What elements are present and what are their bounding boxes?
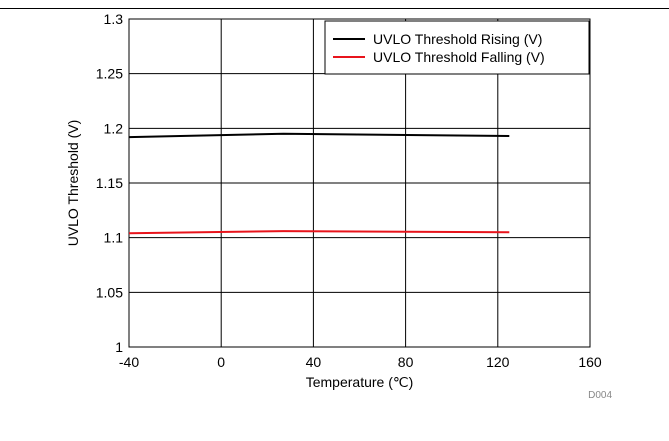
y-tick-label: 1.05 [96, 284, 123, 300]
series-line-rising [128, 132, 510, 139]
y-tick-labels: 1 1.05 1.1 1.15 1.2 1.25 1.3 [96, 11, 123, 355]
x-tick-label: 40 [306, 354, 322, 370]
top-rule [0, 8, 669, 9]
x-tick-label: 80 [398, 354, 414, 370]
y-tick-label: 1.15 [96, 175, 123, 191]
y-tick-label: 1.2 [104, 120, 124, 136]
y-tick-label: 1.25 [96, 66, 123, 82]
x-tick-label: 0 [217, 354, 225, 370]
x-tick-label: 120 [486, 354, 510, 370]
x-tick-label: 160 [578, 354, 602, 370]
legend-label: UVLO Threshold Rising (V) [373, 31, 542, 47]
y-tick-label: 1.1 [104, 230, 124, 246]
figure-code: D004 [588, 390, 612, 401]
x-tick-label: -40 [119, 354, 139, 370]
x-tick-labels: -40 0 40 80 120 160 [119, 354, 602, 370]
plot-frame [128, 18, 591, 348]
series-line-falling [128, 230, 510, 235]
series-layer [128, 132, 510, 235]
legend: UVLO Threshold Rising (V) UVLO Threshold … [324, 20, 590, 75]
x-axis-label: Temperature (℃) [306, 374, 414, 390]
y-tick-label: 1.3 [104, 11, 124, 27]
y-tick-label: 1 [115, 339, 123, 355]
y-axis-label: UVLO Threshold (V) [65, 120, 81, 247]
legend-label: UVLO Threshold Falling (V) [373, 49, 545, 65]
legend-box [324, 20, 590, 75]
